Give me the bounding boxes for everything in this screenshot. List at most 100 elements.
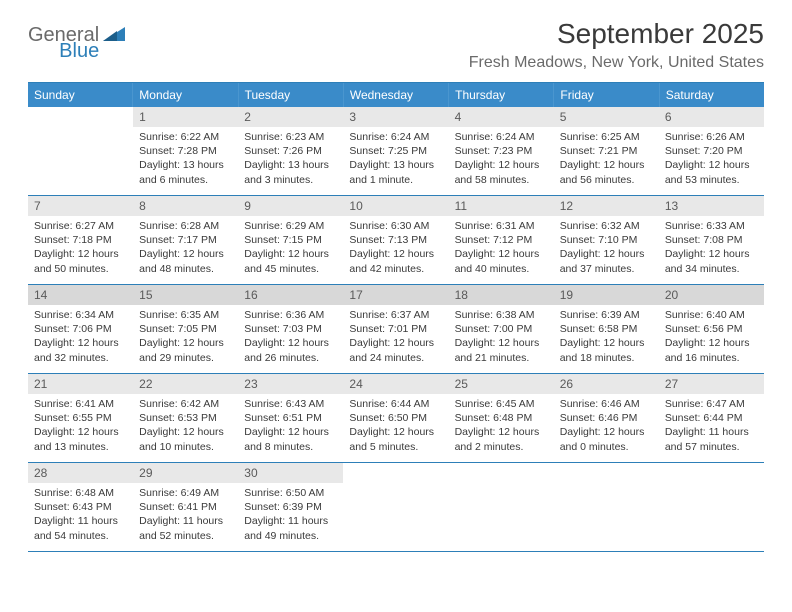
sunrise-text: Sunrise: 6:32 AM — [560, 219, 653, 233]
sunset-text: Sunset: 7:05 PM — [139, 322, 232, 336]
sunrise-text: Sunrise: 6:33 AM — [665, 219, 758, 233]
daylight-text: Daylight: 12 hours and 0 minutes. — [560, 425, 653, 453]
weekday-header: Saturday — [660, 83, 764, 107]
daylight-text: Daylight: 12 hours and 26 minutes. — [244, 336, 337, 364]
day-number: 1 — [133, 107, 238, 127]
sunset-text: Sunset: 6:56 PM — [665, 322, 758, 336]
calendar: Sunday Monday Tuesday Wednesday Thursday… — [28, 82, 764, 552]
day-number: 6 — [659, 107, 764, 127]
daylight-text: Daylight: 12 hours and 5 minutes. — [349, 425, 442, 453]
daylight-text: Daylight: 13 hours and 1 minute. — [349, 158, 442, 186]
day-cell: 6Sunrise: 6:26 AMSunset: 7:20 PMDaylight… — [659, 107, 764, 195]
day-data: Sunrise: 6:42 AMSunset: 6:53 PMDaylight:… — [133, 394, 238, 457]
sunrise-text: Sunrise: 6:49 AM — [139, 486, 232, 500]
daylight-text: Daylight: 13 hours and 3 minutes. — [244, 158, 337, 186]
sunrise-text: Sunrise: 6:30 AM — [349, 219, 442, 233]
day-data: Sunrise: 6:32 AMSunset: 7:10 PMDaylight:… — [554, 216, 659, 279]
sunset-text: Sunset: 6:55 PM — [34, 411, 127, 425]
weekday-header: Tuesday — [239, 83, 344, 107]
sunset-text: Sunset: 6:58 PM — [560, 322, 653, 336]
day-data: Sunrise: 6:33 AMSunset: 7:08 PMDaylight:… — [659, 216, 764, 279]
daylight-text: Daylight: 12 hours and 2 minutes. — [455, 425, 548, 453]
sunset-text: Sunset: 6:53 PM — [139, 411, 232, 425]
daylight-text: Daylight: 11 hours and 52 minutes. — [139, 514, 232, 542]
weekday-header-row: Sunday Monday Tuesday Wednesday Thursday… — [28, 83, 764, 107]
day-data: Sunrise: 6:44 AMSunset: 6:50 PMDaylight:… — [343, 394, 448, 457]
sunset-text: Sunset: 7:28 PM — [139, 144, 232, 158]
day-data: Sunrise: 6:27 AMSunset: 7:18 PMDaylight:… — [28, 216, 133, 279]
weekday-header: Sunday — [28, 83, 133, 107]
day-cell: . — [28, 107, 133, 195]
day-data: Sunrise: 6:46 AMSunset: 6:46 PMDaylight:… — [554, 394, 659, 457]
day-number: 2 — [238, 107, 343, 127]
day-number: 23 — [238, 374, 343, 394]
daylight-text: Daylight: 12 hours and 48 minutes. — [139, 247, 232, 275]
day-number: 4 — [449, 107, 554, 127]
day-number: 27 — [659, 374, 764, 394]
daylight-text: Daylight: 12 hours and 13 minutes. — [34, 425, 127, 453]
week-row: 7Sunrise: 6:27 AMSunset: 7:18 PMDaylight… — [28, 196, 764, 285]
day-cell: 19Sunrise: 6:39 AMSunset: 6:58 PMDayligh… — [554, 285, 659, 373]
sunrise-text: Sunrise: 6:36 AM — [244, 308, 337, 322]
day-number: 9 — [238, 196, 343, 216]
daylight-text: Daylight: 12 hours and 56 minutes. — [560, 158, 653, 186]
day-number: 25 — [449, 374, 554, 394]
day-cell: 3 Sunrise: 6:24 AMSunset: 7:25 PMDaylight… — [343, 107, 448, 195]
daylight-text: Daylight: 11 hours and 57 minutes. — [665, 425, 758, 453]
day-number: 29 — [133, 463, 238, 483]
sunrise-text: Sunrise: 6:25 AM — [560, 130, 653, 144]
sunrise-text: Sunrise: 6:43 AM — [244, 397, 337, 411]
sunrise-text: Sunrise: 6:50 AM — [244, 486, 337, 500]
day-data: Sunrise: 6:43 AMSunset: 6:51 PMDaylight:… — [238, 394, 343, 457]
day-data: Sunrise: 6:47 AMSunset: 6:44 PMDaylight:… — [659, 394, 764, 457]
day-data: Sunrise: 6:28 AMSunset: 7:17 PMDaylight:… — [133, 216, 238, 279]
week-row: 21Sunrise: 6:41 AMSunset: 6:55 PMDayligh… — [28, 374, 764, 463]
day-data: Sunrise: 6:45 AMSunset: 6:48 PMDaylight:… — [449, 394, 554, 457]
day-number: 3 — [343, 107, 448, 127]
day-cell: 26Sunrise: 6:46 AMSunset: 6:46 PMDayligh… — [554, 374, 659, 462]
daylight-text: Daylight: 12 hours and 34 minutes. — [665, 247, 758, 275]
day-cell: 29Sunrise: 6:49 AMSunset: 6:41 PMDayligh… — [133, 463, 238, 551]
day-cell: 4Sunrise: 6:24 AMSunset: 7:23 PMDaylight… — [449, 107, 554, 195]
day-cell: 28Sunrise: 6:48 AMSunset: 6:43 PMDayligh… — [28, 463, 133, 551]
day-number: 12 — [554, 196, 659, 216]
day-data: Sunrise: 6:48 AMSunset: 6:43 PMDaylight:… — [28, 483, 133, 546]
sunset-text: Sunset: 7:25 PM — [349, 144, 442, 158]
sunrise-text: Sunrise: 6:24 AM — [349, 130, 442, 144]
day-cell: 2Sunrise: 6:23 AMSunset: 7:26 PMDaylight… — [238, 107, 343, 195]
day-data: Sunrise: 6:49 AMSunset: 6:41 PMDaylight:… — [133, 483, 238, 546]
day-cell: 13Sunrise: 6:33 AMSunset: 7:08 PMDayligh… — [659, 196, 764, 284]
sunset-text: Sunset: 6:41 PM — [139, 500, 232, 514]
daylight-text: Daylight: 11 hours and 54 minutes. — [34, 514, 127, 542]
day-cell: 17Sunrise: 6:37 AMSunset: 7:01 PMDayligh… — [343, 285, 448, 373]
day-number: 5 — [554, 107, 659, 127]
day-data: Sunrise: 6:35 AMSunset: 7:05 PMDaylight:… — [133, 305, 238, 368]
day-number: 26 — [554, 374, 659, 394]
day-number: 11 — [449, 196, 554, 216]
sunset-text: Sunset: 7:20 PM — [665, 144, 758, 158]
sunset-text: Sunset: 6:39 PM — [244, 500, 337, 514]
daylight-text: Daylight: 11 hours and 49 minutes. — [244, 514, 337, 542]
weekday-header: Monday — [133, 83, 238, 107]
page-header: General Blue September 2025 Fresh Meadow… — [28, 18, 764, 72]
sunrise-text: Sunrise: 6:37 AM — [349, 308, 442, 322]
day-number: 20 — [659, 285, 764, 305]
sunset-text: Sunset: 7:12 PM — [455, 233, 548, 247]
weekday-header: Friday — [554, 83, 659, 107]
day-cell: 21Sunrise: 6:41 AMSunset: 6:55 PMDayligh… — [28, 374, 133, 462]
daylight-text: Daylight: 12 hours and 45 minutes. — [244, 247, 337, 275]
daylight-text: Daylight: 12 hours and 53 minutes. — [665, 158, 758, 186]
logo: General Blue — [28, 18, 169, 47]
daylight-text: Daylight: 12 hours and 37 minutes. — [560, 247, 653, 275]
week-row: 14Sunrise: 6:34 AMSunset: 7:06 PMDayligh… — [28, 285, 764, 374]
sunset-text: Sunset: 6:50 PM — [349, 411, 442, 425]
day-cell: . — [449, 463, 554, 551]
day-cell: 27Sunrise: 6:47 AMSunset: 6:44 PMDayligh… — [659, 374, 764, 462]
day-cell: 24Sunrise: 6:44 AMSunset: 6:50 PMDayligh… — [343, 374, 448, 462]
sunset-text: Sunset: 7:00 PM — [455, 322, 548, 336]
sunset-text: Sunset: 7:06 PM — [34, 322, 127, 336]
day-cell: 18Sunrise: 6:38 AMSunset: 7:00 PMDayligh… — [449, 285, 554, 373]
sunrise-text: Sunrise: 6:31 AM — [455, 219, 548, 233]
day-cell: 8Sunrise: 6:28 AMSunset: 7:17 PMDaylight… — [133, 196, 238, 284]
location-subtitle: Fresh Meadows, New York, United States — [469, 54, 764, 72]
